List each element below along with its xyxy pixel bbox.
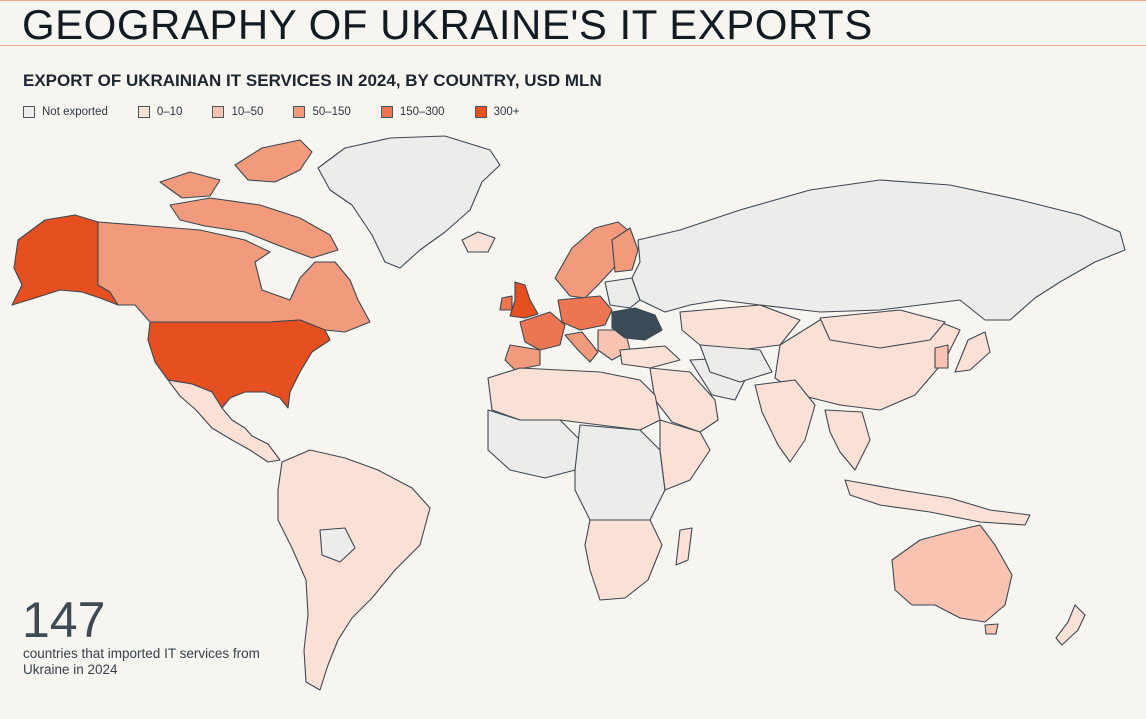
region-uk [509, 281, 539, 319]
legend-label: 0–10 [156, 106, 183, 118]
region-india [754, 379, 816, 463]
legend-swatch [474, 106, 487, 118]
legend-swatch [212, 106, 225, 118]
legend-label: 300+ [493, 106, 520, 118]
region-southern-africa [584, 519, 663, 601]
region-indonesia [844, 479, 1031, 526]
region-greenland [317, 135, 501, 269]
region-east-africa [659, 419, 711, 491]
region-korea [934, 344, 949, 369]
region-se-asia [824, 409, 871, 471]
region-france [519, 311, 566, 351]
region-italy [564, 331, 599, 363]
region-mexico [167, 379, 281, 463]
region-belarus-baltics [604, 277, 641, 309]
legend-swatch [380, 106, 393, 118]
region-new-zealand [1055, 604, 1086, 646]
region-kazakhstan [679, 304, 801, 351]
legend-item-not-exported: Not exported [23, 106, 108, 118]
region-bolivia [319, 527, 356, 563]
legend-label: 50–150 [312, 106, 351, 118]
legend-swatch [23, 106, 35, 118]
region-alaska [11, 214, 119, 306]
map-title: EXPORT OF UKRAINIAN IT SERVICES IN 2024,… [23, 71, 602, 90]
region-spain [504, 344, 541, 371]
region-iceland [461, 231, 496, 253]
region-canada [97, 221, 371, 333]
region-mongolia [819, 309, 946, 349]
region-usa [147, 319, 331, 409]
region-turkey [619, 345, 681, 369]
region-middle-east [649, 367, 719, 433]
world-map [11, 135, 1126, 691]
region-canada-islands-2 [159, 171, 221, 199]
region-central-africa [574, 424, 666, 531]
region-central-asia [699, 344, 773, 383]
region-russia [631, 179, 1126, 321]
legend-item-300-plus: 300+ [474, 106, 520, 118]
legend-label: 10–50 [231, 106, 264, 118]
region-ukraine [611, 307, 663, 341]
legend-swatch [293, 106, 306, 118]
legend-label: Not exported [42, 106, 108, 118]
region-madagascar [675, 527, 693, 566]
region-south-america [277, 449, 431, 691]
region-ireland [499, 295, 513, 311]
stat-caption: countries that imported IT services from… [23, 646, 260, 677]
stat-number: 147 [22, 592, 106, 648]
legend-label: 150–300 [399, 106, 445, 118]
region-tasmania [984, 623, 999, 635]
legend-item-50-150: 50–150 [293, 106, 351, 118]
legend-item-10-50: 10–50 [212, 106, 263, 118]
region-finland [611, 227, 639, 273]
page-title: GEOGRAPHY OF UKRAINE'S IT EXPORTS [22, 1, 873, 48]
legend-item-0-10: 0–10 [137, 106, 183, 118]
region-australia [891, 524, 1013, 623]
header-bar: GEOGRAPHY OF UKRAINE'S IT EXPORTS [0, 0, 1146, 48]
legend-item-150-300: 150–300 [380, 106, 445, 118]
legend-swatch [137, 106, 150, 118]
region-germany-poland [557, 295, 613, 331]
region-japan [954, 331, 991, 373]
region-canada-islands-3 [169, 197, 339, 259]
region-canada-islands [234, 139, 313, 183]
map-legend: Not exported 0–10 10–50 50–150 150–300 3… [23, 104, 550, 120]
